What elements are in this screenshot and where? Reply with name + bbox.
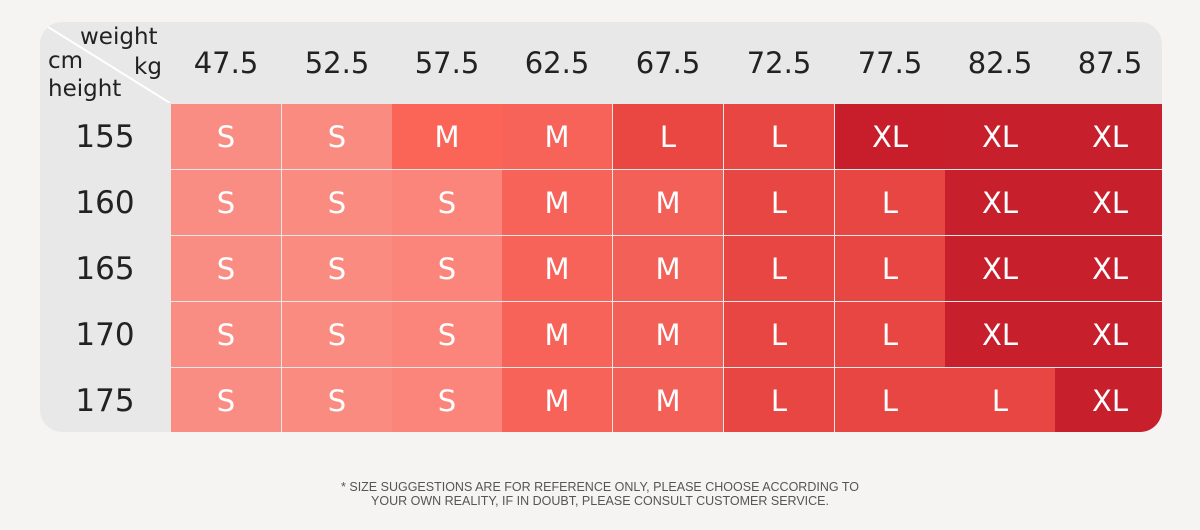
height-row-label: 155 [75, 118, 135, 155]
size-cell: M [502, 368, 612, 432]
size-cell: S [392, 170, 502, 235]
size-cell: XL [1055, 104, 1162, 169]
size-cell: L [724, 368, 834, 432]
height-row-label: 175 [75, 382, 135, 419]
height-row-label: 160 [75, 184, 135, 221]
weight-header-cell: 57.5 [414, 45, 480, 80]
size-cell: L [724, 104, 834, 169]
size-cell: XL [945, 236, 1055, 301]
size-cell: S [171, 368, 281, 432]
size-cell: M [502, 302, 612, 367]
size-cell: XL [1055, 302, 1162, 367]
size-cell: M [392, 104, 502, 169]
height-row-label: 165 [75, 250, 135, 287]
size-cell: M [502, 104, 612, 169]
size-cell: M [613, 236, 723, 301]
size-cell: S [392, 368, 502, 432]
size-cell: S [282, 170, 392, 235]
size-cell: L [835, 368, 945, 432]
size-cell: S [171, 104, 281, 169]
size-cell: S [282, 104, 392, 169]
size-cell: L [724, 236, 834, 301]
weight-header-cell: 47.5 [193, 45, 259, 80]
size-cell: XL [1055, 170, 1162, 235]
size-cell: S [282, 302, 392, 367]
weight-header-cell: 52.5 [304, 45, 370, 80]
size-cell: S [282, 368, 392, 432]
weight-header-cell: 62.5 [524, 45, 590, 80]
note-line-1: * SIZE SUGGESTIONS ARE FOR REFERENCE ONL… [341, 480, 859, 494]
size-cell: L [835, 170, 945, 235]
size-cell: S [392, 302, 502, 367]
size-cell: M [502, 236, 612, 301]
size-cell: M [613, 368, 723, 432]
size-cell: L [613, 104, 723, 169]
weight-header-cell: 67.5 [635, 45, 701, 80]
weight-header-cell: 82.5 [967, 45, 1033, 80]
size-cell: S [171, 236, 281, 301]
size-cell: L [835, 236, 945, 301]
size-cell: M [613, 302, 723, 367]
diagonal-divider [40, 22, 170, 103]
size-cell: XL [1055, 368, 1162, 432]
height-row-label: 170 [75, 316, 135, 353]
weight-header-cell: 77.5 [857, 45, 923, 80]
note-line-2: YOUR OWN REALITY, IF IN DOUBT, PLEASE CO… [371, 494, 829, 508]
weight-header-cell: 87.5 [1077, 45, 1143, 80]
size-disclaimer-note: * SIZE SUGGESTIONS ARE FOR REFERENCE ONL… [0, 480, 1200, 508]
size-cell: XL [945, 170, 1055, 235]
weight-axis-label: weight [80, 24, 158, 50]
header-corner: weight kg cm height [40, 22, 170, 103]
size-cell: XL [835, 104, 945, 169]
size-cell: S [392, 236, 502, 301]
size-cell: XL [945, 104, 1055, 169]
size-cell: M [613, 170, 723, 235]
height-axis-label: height [48, 76, 122, 102]
size-cell: L [724, 302, 834, 367]
size-cell: L [945, 368, 1055, 432]
size-cell: XL [1055, 236, 1162, 301]
size-cell: XL [945, 302, 1055, 367]
size-cell: L [724, 170, 834, 235]
size-cell: L [835, 302, 945, 367]
kg-unit-label: kg [134, 54, 162, 80]
weight-header-cell: 72.5 [746, 45, 812, 80]
size-cell: S [171, 302, 281, 367]
size-cell: S [171, 170, 281, 235]
size-cell: M [502, 170, 612, 235]
size-cell: S [282, 236, 392, 301]
cm-unit-label: cm [48, 48, 84, 74]
size-chart-table: weight kg cm height 47.5 52.5 57.5 62.5 67.5… [40, 22, 1162, 432]
